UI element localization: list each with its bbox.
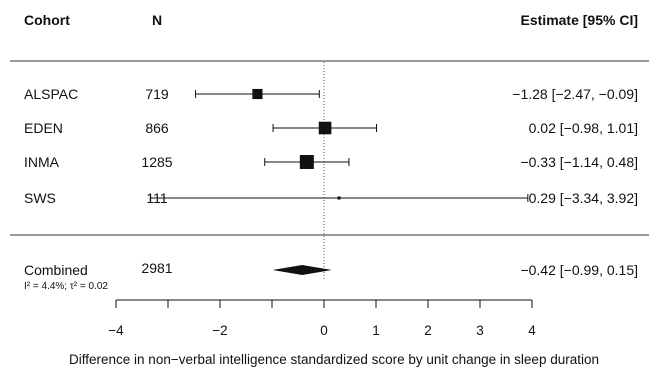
study-name: EDEN [24, 120, 63, 136]
study-row: INMA 1285 −0.33 [−1.14, 0.48] [24, 154, 638, 170]
study-rows: ALSPAC 719 −1.28 [−2.47, −0.09] EDEN 866 0.02… [24, 86, 638, 206]
study-ci-text: −0.33 [−1.14, 0.48] [520, 154, 638, 170]
study-row: EDEN 866 0.02 [−0.98, 1.01] [24, 120, 638, 136]
study-ci-text: 0.02 [−0.98, 1.01] [529, 120, 638, 136]
point-estimate [252, 88, 263, 100]
x-axis: −4 −2 0 1 2 3 4 [108, 299, 536, 338]
axis-tick-label: 1 [372, 323, 380, 338]
axis-tick-label: 3 [476, 323, 484, 338]
combined-row: Combined 2981 I² = 4.4%; τ² = 0.02 −0.42 [−… [24, 260, 638, 292]
study-name: ALSPAC [24, 86, 78, 102]
study-n: 719 [145, 86, 169, 102]
header-estimate: Estimate [95% CI] [521, 12, 638, 28]
header-cohort: Cohort [24, 12, 70, 28]
point-estimate [299, 155, 314, 169]
study-name: SWS [24, 190, 56, 206]
axis-tick-label: −2 [212, 323, 227, 338]
axis-tick-label: −4 [108, 323, 124, 338]
combined-n: 2981 [141, 260, 172, 276]
study-row: SWS 111 0.29 [−3.34, 3.92] [24, 190, 638, 206]
point-estimate [318, 121, 332, 135]
heterogeneity-stats: I² = 4.4%; τ² = 0.02 [24, 281, 108, 292]
point-estimate [337, 196, 341, 200]
study-name: INMA [24, 154, 60, 170]
header-n: N [152, 12, 162, 28]
combined-ci-text: −0.42 [−0.99, 0.15] [520, 262, 638, 278]
study-ci-text: 0.29 [−3.34, 3.92] [529, 190, 638, 206]
study-ci-text: −1.28 [−2.47, −0.09] [512, 86, 638, 102]
axis-tick-label: 0 [320, 323, 328, 338]
study-row: ALSPAC 719 −1.28 [−2.47, −0.09] [24, 86, 638, 102]
axis-tick-label: 4 [528, 323, 536, 338]
study-n: 866 [145, 120, 169, 136]
summary-diamond [272, 265, 332, 275]
x-axis-label: Difference in non−verbal intelligence st… [69, 352, 599, 367]
combined-name: Combined [24, 262, 88, 278]
axis-tick-label: 2 [424, 323, 432, 338]
study-n: 1285 [141, 154, 172, 170]
